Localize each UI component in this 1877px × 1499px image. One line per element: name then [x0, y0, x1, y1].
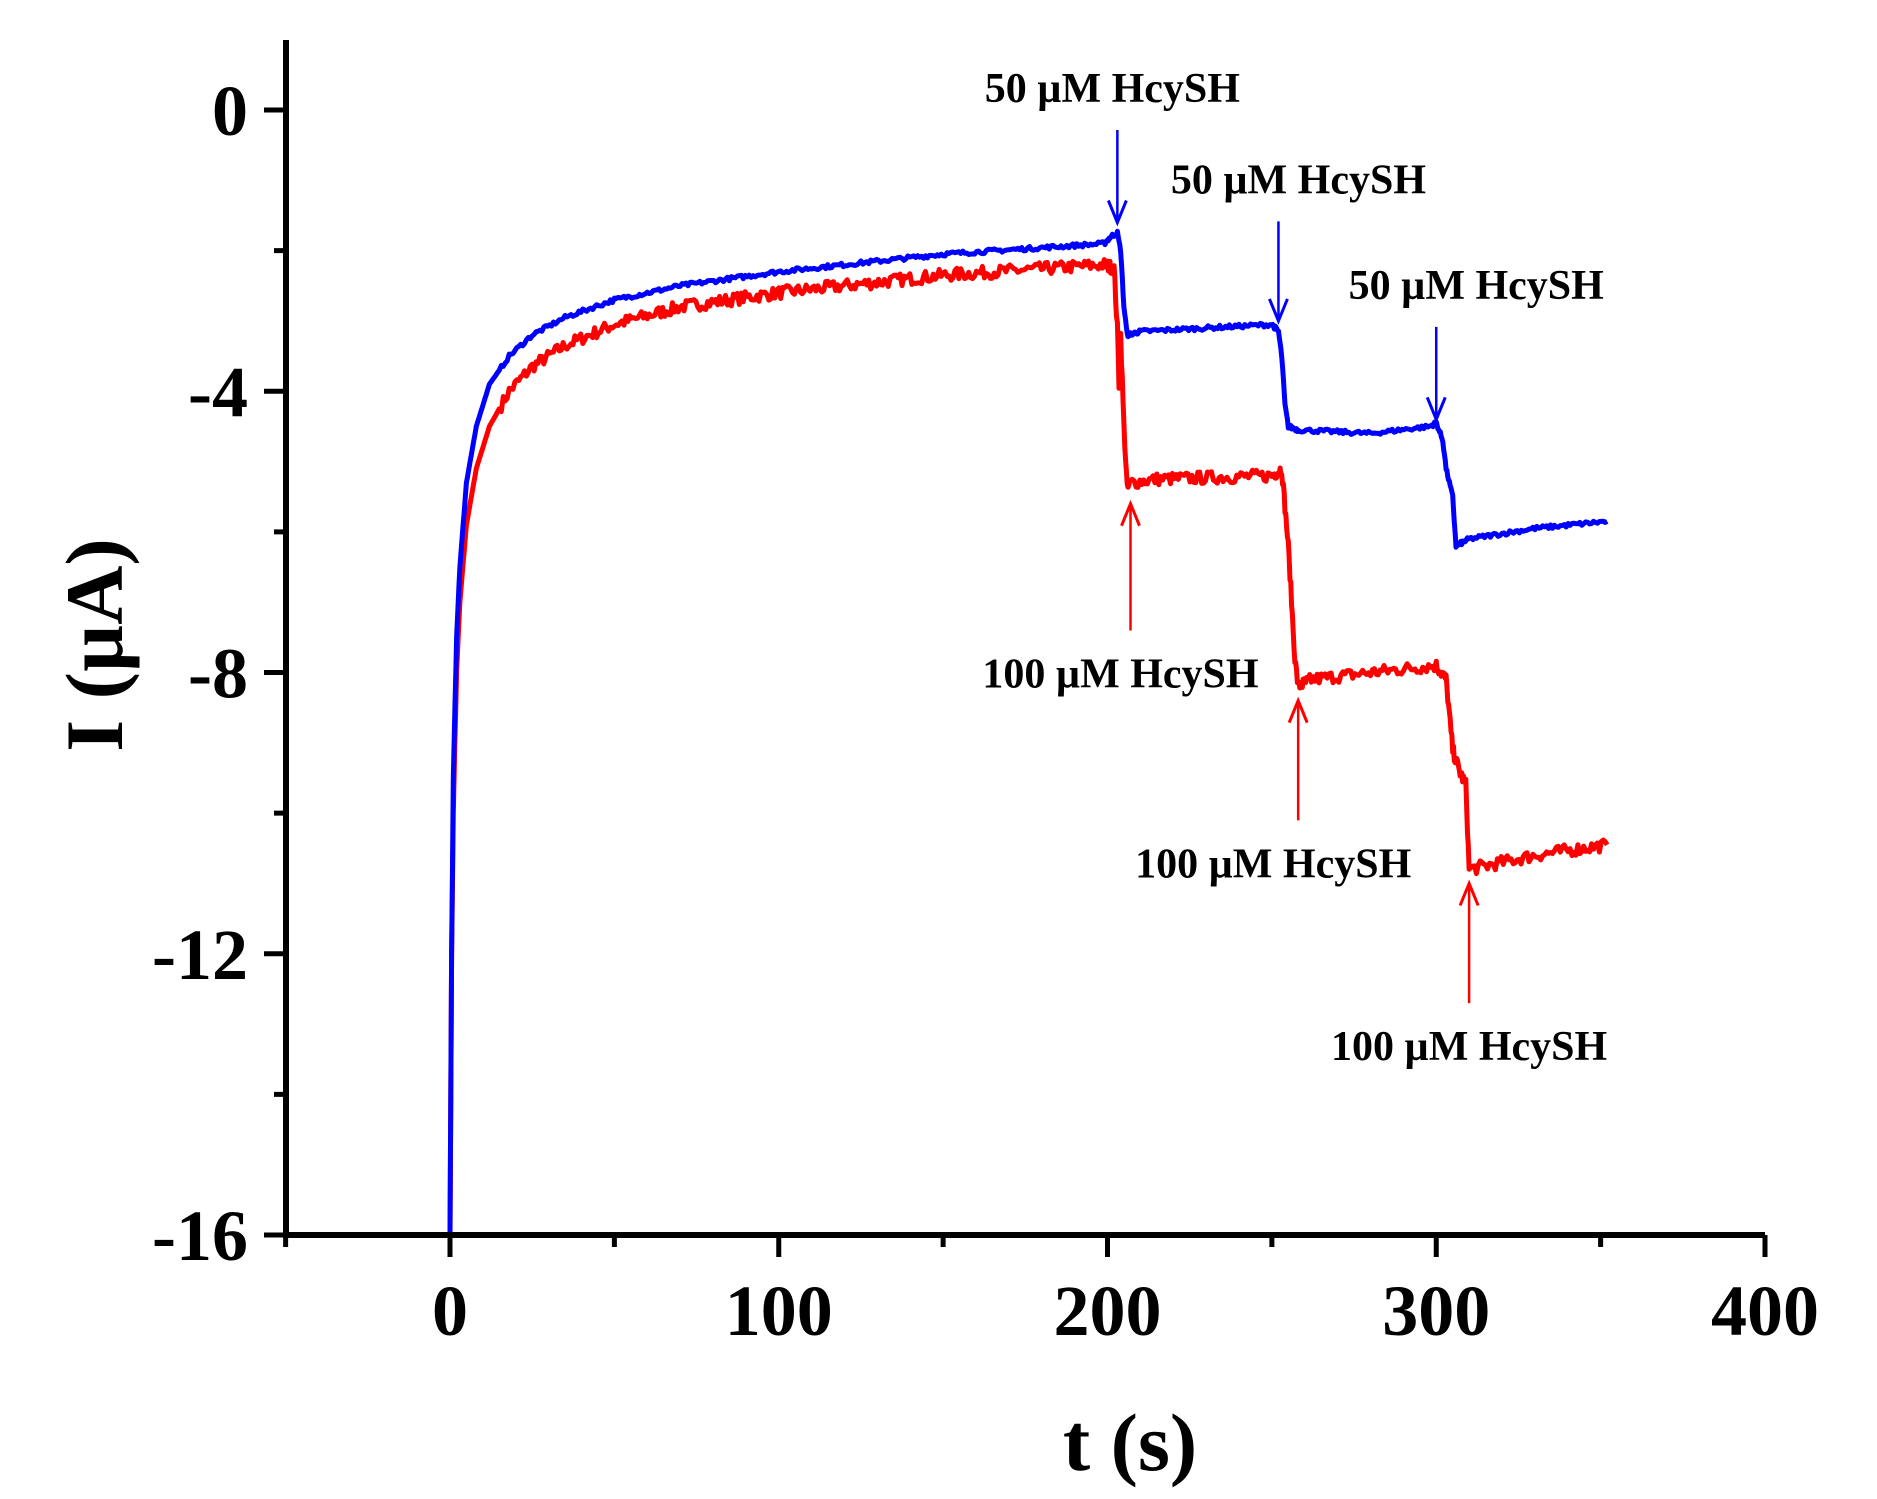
y-tick-label: -12: [152, 915, 248, 995]
annotations: 50 µM HcySH 50 µM HcySH 50 µM HcySH 100 µM …: [982, 66, 1607, 1070]
y-tick-label: -16: [152, 1196, 248, 1276]
series-line-blue: [447, 228, 1609, 1236]
x-tick-label: 300: [1382, 1271, 1490, 1351]
x-tick-label: 0: [432, 1271, 468, 1351]
annotation-arrow-head: [1120, 499, 1141, 527]
x-tick-label: 200: [1054, 1271, 1162, 1351]
annotation-3: 50 µM HcySH: [1349, 263, 1604, 424]
axes: 0 100 200 300 400 0 -4 -8 -12 -16: [152, 40, 1819, 1351]
x-tick-label: 400: [1711, 1271, 1819, 1351]
series-line-red: [447, 257, 1610, 1236]
annotation-4: 100 µM HcySH: [982, 499, 1259, 697]
annotation-label: 100 µM HcySH: [1331, 1024, 1607, 1070]
annotation-arrow-head: [1287, 696, 1309, 724]
annotation-arrow-head: [1425, 396, 1447, 424]
y-tick-label: 0: [212, 71, 248, 151]
annotation-1: 50 µM HcySH: [985, 66, 1240, 227]
plot-lines: [447, 228, 1610, 1236]
y-tick-label: -4: [188, 352, 248, 432]
annotation-2: 50 µM HcySH: [1171, 157, 1426, 325]
annotation-label: 100 µM HcySH: [1135, 841, 1411, 887]
x-axis-title: t (s): [1063, 1397, 1197, 1488]
annotation-label: 100 µM HcySH: [982, 651, 1258, 697]
annotation-arrow-head: [1458, 879, 1480, 907]
annotation-arrow-head: [1106, 199, 1128, 227]
annotation-label: 50 µM HcySH: [1349, 263, 1604, 309]
x-tick-label: 100: [725, 1271, 833, 1351]
y-tick-label: -8: [188, 634, 248, 714]
annotation-6: 100 µM HcySH: [1331, 879, 1607, 1070]
annotation-label: 50 µM HcySH: [1171, 157, 1426, 203]
y-axis-title: I (µA): [49, 538, 140, 752]
annotation-label: 50 µM HcySH: [985, 66, 1240, 112]
annotation-5: 100 µM HcySH: [1135, 696, 1411, 887]
annotation-arrow-head: [1268, 298, 1289, 325]
